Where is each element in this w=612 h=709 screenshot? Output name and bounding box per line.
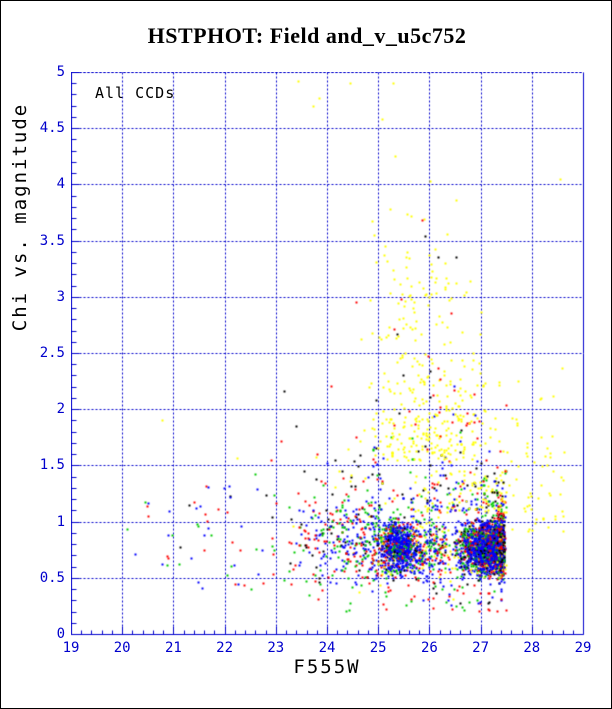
x-tick-label: 28 — [523, 640, 541, 656]
y-tick-label: 3 — [56, 288, 65, 305]
x-tick-label: 24 — [318, 640, 336, 656]
y-tick-label: 1.5 — [39, 457, 65, 474]
y-tick-label: 0.5 — [39, 569, 65, 586]
x-tick-label: 19 — [62, 640, 80, 656]
scatter-plot-canvas — [71, 72, 585, 636]
x-tick-label: 22 — [216, 640, 234, 656]
x-axis-label: F555W — [293, 656, 361, 678]
y-tick-label: 2.5 — [39, 345, 65, 361]
x-tick-label: 26 — [420, 640, 438, 656]
y-tick-label: 1 — [56, 513, 65, 530]
x-tick-label: 29 — [574, 640, 592, 656]
x-tick-label: 25 — [369, 640, 387, 656]
y-tick-label: 0 — [56, 626, 65, 642]
y-tick-label: 4 — [56, 176, 65, 193]
y-tick-label: 3.5 — [39, 232, 65, 249]
x-tick-label: 23 — [267, 640, 285, 656]
x-tick-label: 27 — [472, 640, 490, 656]
y-tick-label: 2 — [56, 401, 65, 418]
y-tick-label: 5 — [56, 64, 65, 80]
x-tick-label: 21 — [164, 640, 182, 656]
y-tick-label: 4.5 — [39, 120, 65, 137]
x-tick-label: 20 — [113, 640, 131, 656]
plot-title: HSTPHOT: Field and_v_u5c752 — [147, 23, 467, 48]
